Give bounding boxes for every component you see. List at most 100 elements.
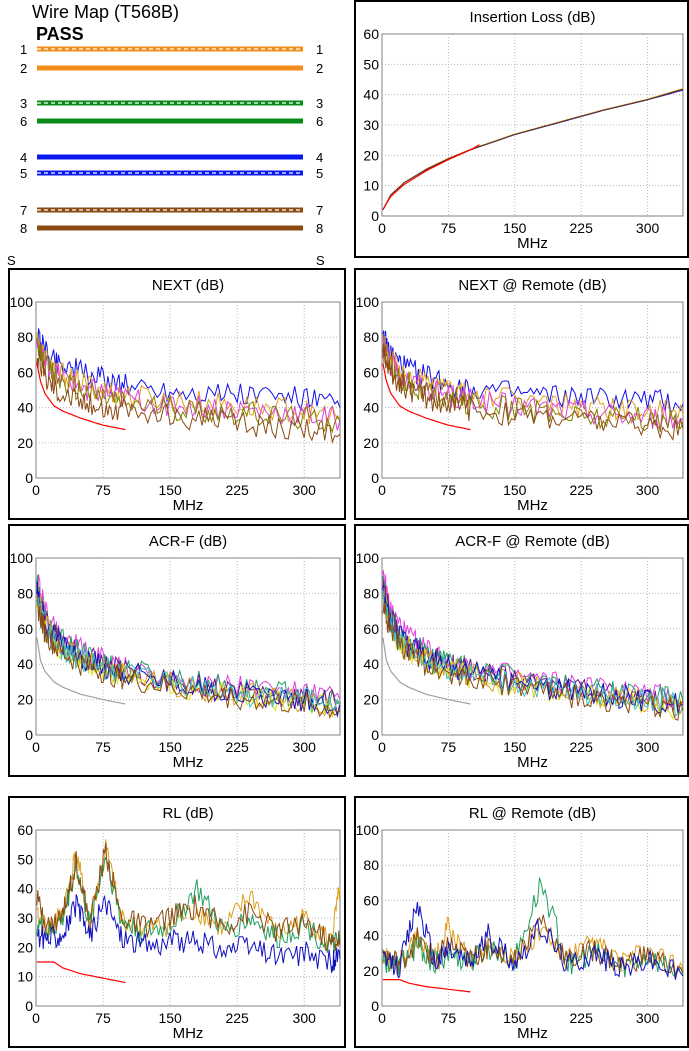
- series-line: [36, 350, 341, 444]
- series-line: [382, 333, 684, 422]
- wire-map-diagram: 1 12 23 36 64 45 57 78 8: [20, 42, 323, 236]
- y-tick-label: 40: [17, 400, 33, 416]
- y-tick-label: 20: [363, 692, 379, 708]
- series-line: [36, 581, 341, 718]
- chart-rl: RL (dB) MHz 0 10 20 30 40 50 60 0 75 150 225 300: [17, 805, 341, 1042]
- series-line: [382, 601, 684, 721]
- chart-title: ACR-F (dB): [149, 533, 227, 550]
- panel-rl: RL (dB) MHz 0 10 20 30 40 50 60 0 75 150 225 300: [8, 796, 346, 1048]
- pin-label-4-l: 4: [20, 150, 27, 165]
- x-tick-label: 150: [158, 1010, 182, 1026]
- plot-area: [381, 301, 684, 479]
- series-line: [382, 344, 684, 441]
- wire-map-status: PASS: [36, 24, 84, 44]
- y-tick-label: 60: [363, 26, 379, 42]
- x-tick-label: 150: [158, 482, 182, 498]
- x-axis-label: MHz: [173, 1025, 204, 1042]
- x-tick-label: 75: [441, 739, 457, 755]
- chart-rl-remote: RL @ Remote (dB) MHz 0 20 40 60 80 100 0 75 150 225…: [356, 805, 684, 1042]
- pin-label-5-l: 5: [20, 166, 27, 181]
- x-tick-label: 75: [95, 739, 111, 755]
- y-tick-label: 60: [17, 364, 33, 380]
- limit-line: [382, 363, 471, 431]
- series-line: [36, 338, 341, 434]
- pin-label-2-r: 2: [316, 61, 323, 76]
- y-tick-label: 100: [356, 550, 379, 566]
- series-line: [382, 877, 684, 979]
- x-tick-label: 75: [441, 482, 457, 498]
- x-tick-label: 75: [441, 1010, 457, 1026]
- x-axis-label: MHz: [517, 1025, 548, 1042]
- x-axis-label: MHz: [517, 235, 548, 252]
- y-tick-label: 0: [371, 470, 379, 486]
- pin-label-8-l: 8: [20, 221, 27, 236]
- shield-label-right: S: [316, 253, 325, 268]
- pin-label-7-r: 7: [316, 203, 323, 218]
- x-tick-label: 150: [503, 739, 527, 755]
- wire-map-title: Wire Map (T568B): [32, 2, 180, 22]
- y-tick-label: 20: [363, 147, 379, 163]
- x-tick-label: 75: [95, 1010, 111, 1026]
- x-tick-label: 0: [378, 482, 386, 498]
- pin-label-1-r: 1: [316, 42, 323, 57]
- series-line: [36, 595, 341, 719]
- pin-label-5-r: 5: [316, 166, 323, 181]
- y-tick-label: 40: [363, 928, 379, 944]
- y-tick-label: 80: [17, 585, 33, 601]
- y-tick-label: 60: [363, 364, 379, 380]
- x-tick-label: 300: [636, 220, 660, 236]
- x-tick-label: 0: [32, 739, 40, 755]
- x-tick-label: 75: [95, 482, 111, 498]
- pin-label-3-r: 3: [316, 96, 323, 111]
- y-tick-label: 60: [363, 621, 379, 637]
- y-tick-label: 30: [363, 117, 379, 133]
- plot-area: [381, 829, 684, 1007]
- plot-area: [35, 301, 341, 479]
- chart-title: NEXT (dB): [152, 277, 224, 294]
- chart-acr-f-remote: ACR-F @ Remote (dB) MHz 0 20 40 60 80 100 0 75 150…: [356, 533, 684, 771]
- y-tick-label: 20: [17, 939, 33, 955]
- series-line: [36, 331, 341, 426]
- x-tick-label: 0: [32, 1010, 40, 1026]
- pin-label-2-l: 2: [20, 61, 27, 76]
- pin-label-4-r: 4: [316, 150, 323, 165]
- y-tick-label: 20: [17, 435, 33, 451]
- y-tick-label: 50: [17, 851, 33, 867]
- y-tick-label: 0: [371, 727, 379, 743]
- chart-title: RL @ Remote (dB): [469, 805, 596, 822]
- y-tick-label: 80: [363, 857, 379, 873]
- y-tick-label: 40: [17, 881, 33, 897]
- x-tick-label: 225: [225, 482, 249, 498]
- series-line: [382, 88, 684, 211]
- series-line: [36, 856, 341, 953]
- chart-title: RL (dB): [162, 805, 213, 822]
- plot-area: [35, 557, 341, 736]
- series-line: [36, 597, 341, 713]
- y-tick-label: 100: [10, 294, 33, 310]
- chart-acr-f: ACR-F (dB) MHz 0 20 40 60 80 100 0 75 150 225 300: [10, 533, 341, 771]
- series-line: [382, 590, 684, 717]
- series-line: [36, 328, 341, 412]
- panel-acr-f: ACR-F (dB) MHz 0 20 40 60 80 100 0 75 150 225 300: [8, 524, 346, 777]
- y-tick-label: 100: [356, 822, 379, 838]
- y-tick-label: 40: [17, 656, 33, 672]
- pin-label-3-l: 3: [20, 96, 27, 111]
- y-tick-label: 0: [371, 998, 379, 1014]
- x-tick-label: 300: [293, 739, 317, 755]
- x-tick-label: 225: [570, 739, 594, 755]
- y-tick-label: 50: [363, 56, 379, 72]
- limit-line: [36, 363, 126, 431]
- y-tick-label: 0: [25, 470, 33, 486]
- series-line: [36, 582, 341, 714]
- y-tick-label: 100: [10, 550, 33, 566]
- y-tick-label: 100: [356, 294, 379, 310]
- y-tick-label: 60: [17, 822, 33, 838]
- x-tick-label: 225: [570, 1010, 594, 1026]
- y-tick-label: 20: [363, 435, 379, 451]
- series-line: [382, 88, 684, 211]
- x-tick-label: 0: [32, 482, 40, 498]
- x-tick-label: 300: [636, 482, 660, 498]
- limit-line: [382, 637, 471, 705]
- pin-label-1-l: 1: [20, 42, 27, 57]
